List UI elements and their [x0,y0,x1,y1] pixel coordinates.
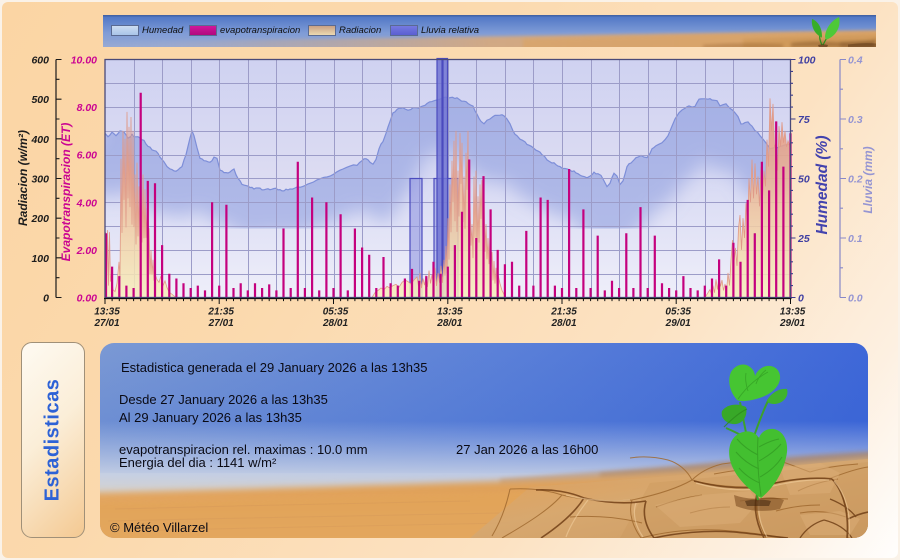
svg-text:25: 25 [797,233,810,245]
svg-text:28/01: 28/01 [550,318,576,329]
svg-text:21:35: 21:35 [550,307,577,318]
svg-text:4.00: 4.00 [76,197,98,209]
svg-text:Evapotranspiracion (ET): Evapotranspiracion (ET) [59,123,73,262]
svg-text:6.00: 6.00 [77,150,98,162]
svg-text:Humedad (%): Humedad (%) [814,135,831,234]
svg-text:300: 300 [31,174,49,186]
svg-text:0.0: 0.0 [848,293,863,305]
svg-text:27/01: 27/01 [208,318,234,329]
svg-text:Lluvia (mm): Lluvia (mm) [861,146,875,213]
svg-text:2.00: 2.00 [76,245,98,257]
svg-text:0.3: 0.3 [848,114,863,126]
svg-text:100: 100 [798,55,816,67]
svg-text:200: 200 [30,213,49,225]
svg-text:29/01: 29/01 [665,318,691,329]
svg-text:600: 600 [31,55,49,67]
svg-text:100: 100 [31,253,49,265]
svg-text:0.1: 0.1 [848,233,863,245]
svg-text:0.2: 0.2 [848,174,863,186]
svg-text:21:35: 21:35 [207,307,234,318]
svg-text:75: 75 [798,114,810,126]
svg-text:28/01: 28/01 [322,318,348,329]
svg-text:500: 500 [31,94,49,106]
svg-text:400: 400 [30,134,49,146]
svg-text:10.00: 10.00 [71,55,97,67]
svg-text:Radiacion (w/m²): Radiacion (w/m²) [16,130,30,226]
svg-text:0.00: 0.00 [77,293,98,305]
svg-text:29/01: 29/01 [779,318,805,329]
svg-text:05:35: 05:35 [323,307,349,318]
svg-text:13:35: 13:35 [780,307,806,318]
svg-text:0: 0 [43,293,49,305]
svg-text:13:35: 13:35 [94,307,120,318]
svg-text:8.00: 8.00 [77,102,98,114]
svg-text:13:35: 13:35 [437,307,463,318]
svg-text:50: 50 [798,174,810,186]
svg-text:28/01: 28/01 [436,318,462,329]
svg-text:27/01: 27/01 [93,318,119,329]
svg-text:05:35: 05:35 [665,307,691,318]
svg-text:0.4: 0.4 [848,55,863,67]
svg-text:0: 0 [798,293,804,305]
